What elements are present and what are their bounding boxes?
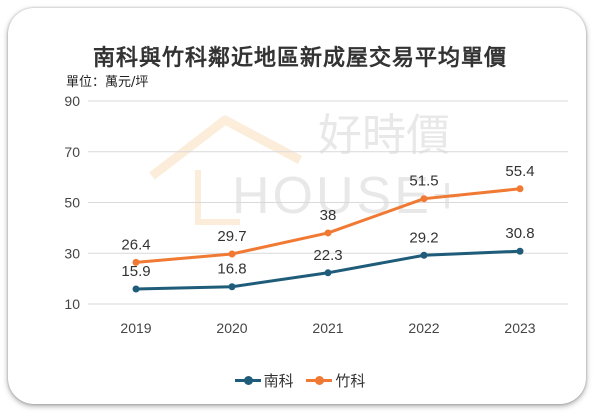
- watermark-roof-shape: [149, 115, 303, 180]
- unit-label: 單位：萬元/坪: [66, 75, 149, 90]
- watermark-brand-cn: 好時價: [318, 110, 450, 161]
- data-label: 51.5: [409, 173, 438, 190]
- y-tick-label: 10: [64, 296, 80, 312]
- chart-card: [8, 8, 586, 404]
- y-axis-ticks: 90 70 50 30 10: [64, 93, 80, 312]
- data-label: 55.4: [505, 163, 534, 180]
- data-point: [420, 195, 428, 203]
- data-point: [420, 251, 428, 259]
- x-tick-label: 2021: [312, 320, 343, 336]
- legend-swatch-hsinchu: [306, 376, 333, 385]
- watermark-wall-shape: [195, 170, 240, 225]
- data-point: [228, 250, 236, 258]
- chart-title: 南科與竹科鄰近地區新成屋交易平均單價: [92, 46, 507, 71]
- data-label: 38: [320, 207, 337, 224]
- y-tick-label: 90: [64, 93, 80, 109]
- data-label: 22.3: [313, 247, 342, 264]
- data-point: [516, 247, 524, 255]
- data-point: [228, 283, 236, 291]
- legend-swatch-south: [234, 376, 261, 385]
- x-tick-label: 2022: [408, 320, 439, 336]
- chart-legend: 南科 竹科: [0, 368, 600, 391]
- x-tick-label: 2020: [216, 320, 247, 336]
- legend-item-south: 南科: [234, 370, 294, 391]
- legend-label-south: 南科: [263, 372, 294, 390]
- x-axis-ticks: 2019 2020 2021 2022 2023: [120, 320, 535, 336]
- house-plus-watermark: 好時價 HOUSE+: [149, 110, 462, 225]
- data-labels: 15.9 16.8 22.3 29.2 30.8 26.4 29.7 38 51.5 55.4: [121, 163, 534, 280]
- data-label: 30.8: [505, 225, 534, 242]
- data-label: 29.7: [217, 228, 246, 245]
- y-tick-label: 30: [64, 245, 80, 261]
- y-tick-label: 50: [64, 195, 80, 211]
- x-tick-label: 2019: [120, 320, 151, 336]
- data-label: 15.9: [121, 263, 150, 280]
- legend-label-hsinchu: 竹科: [335, 372, 366, 390]
- data-label: 16.8: [217, 261, 246, 278]
- data-label: 29.2: [409, 229, 438, 246]
- x-tick-label: 2023: [504, 320, 535, 336]
- data-point: [324, 269, 332, 277]
- data-point: [132, 258, 140, 266]
- legend-item-hsinchu: 竹科: [306, 370, 365, 391]
- series-group: [132, 185, 524, 293]
- data-point: [132, 285, 140, 293]
- data-point: [516, 185, 524, 193]
- data-label: 26.4: [121, 236, 150, 253]
- y-tick-label: 70: [64, 144, 80, 160]
- data-point: [324, 229, 332, 237]
